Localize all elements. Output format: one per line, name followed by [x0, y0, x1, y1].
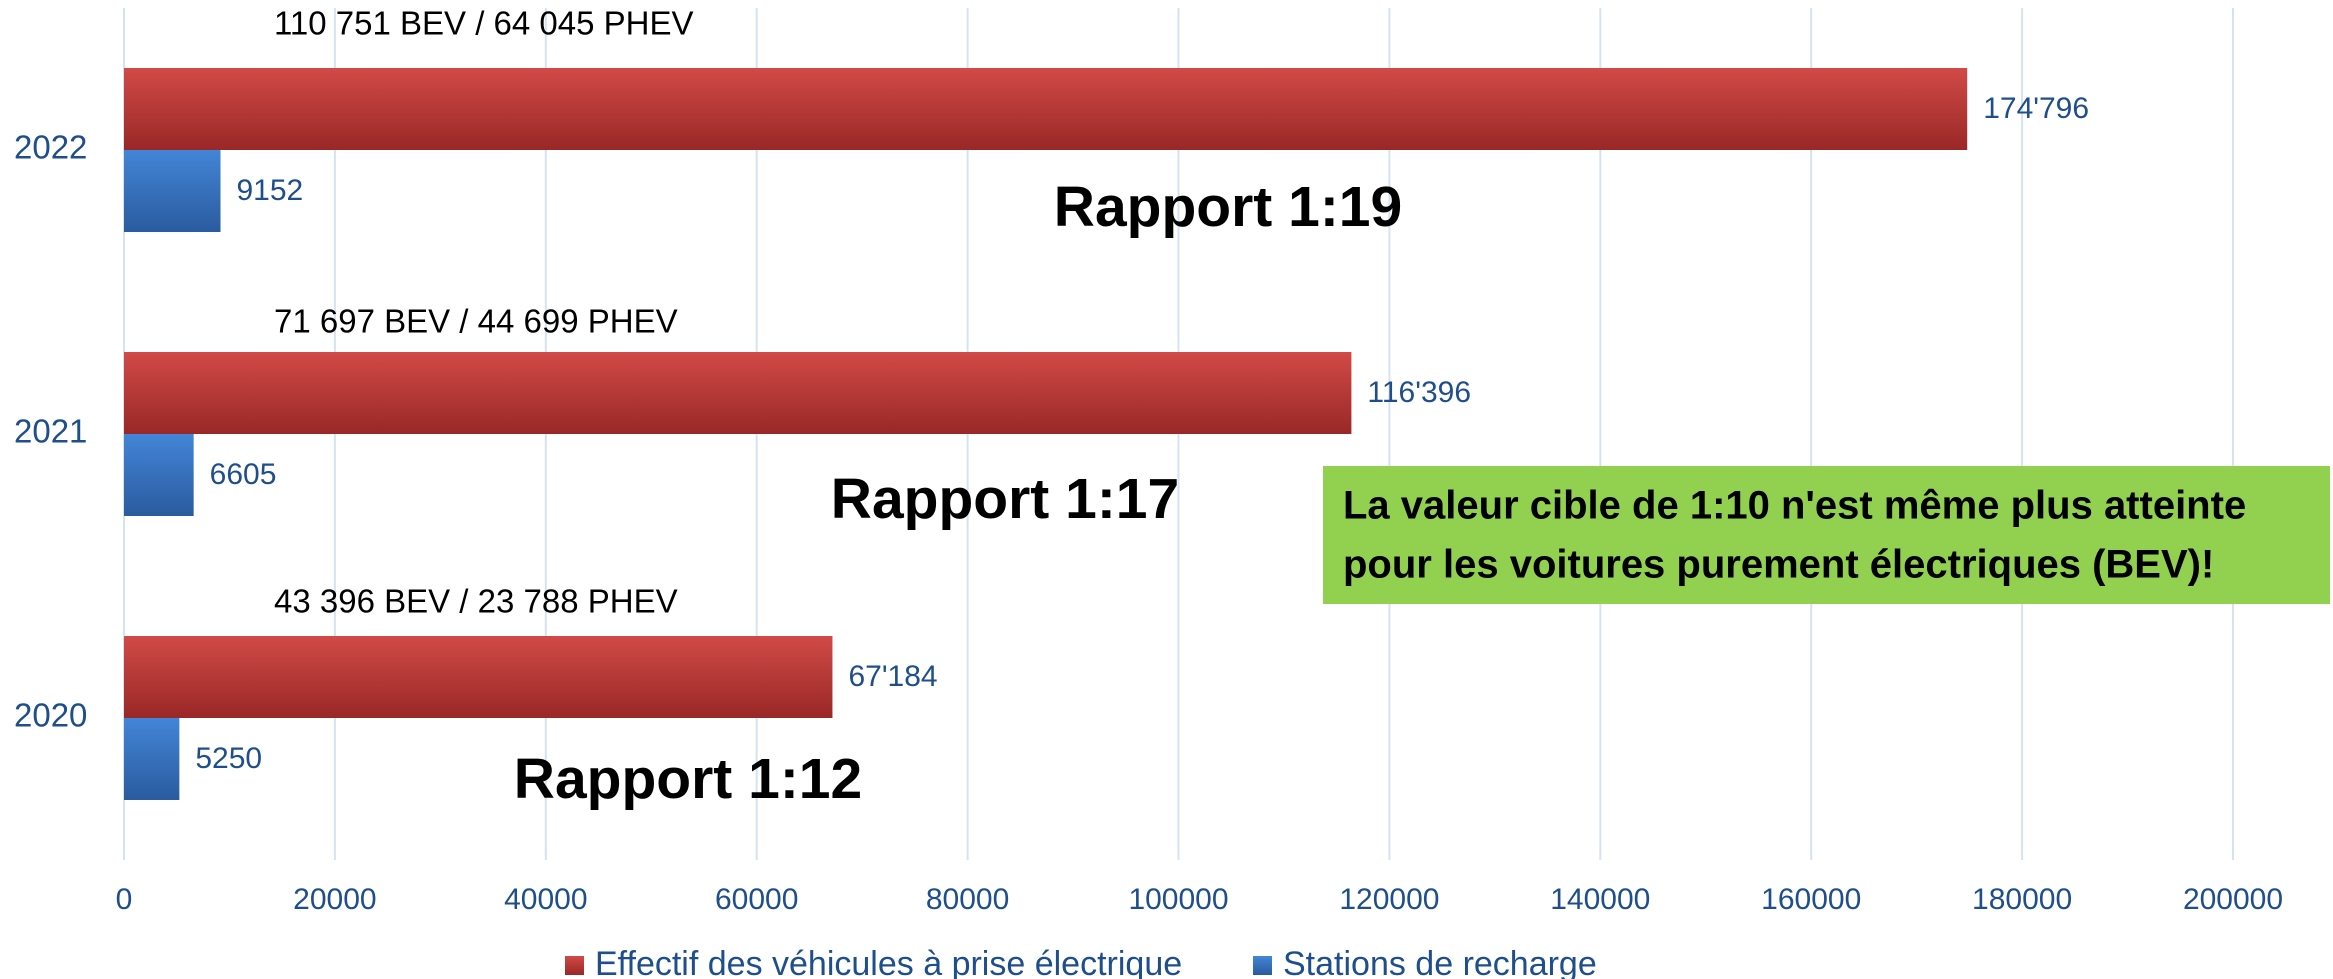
value-label: 67'184 — [848, 660, 937, 693]
y-tick-label: 2020 — [14, 697, 87, 734]
x-tick-label: 140000 — [1550, 883, 1650, 916]
x-tick-label: 160000 — [1761, 883, 1861, 916]
x-tick-label: 40000 — [504, 883, 587, 916]
x-tick-label: 100000 — [1128, 883, 1228, 916]
x-tick-label: 120000 — [1339, 883, 1439, 916]
value-label: 6605 — [210, 458, 277, 491]
x-tick-label: 80000 — [926, 883, 1009, 916]
legend-label: Effectif des véhicules à prise électriqu… — [595, 945, 1182, 979]
ratio-label: Rapport 1:12 — [514, 747, 862, 811]
x-tick-label: 0 — [116, 883, 133, 916]
annotation: 43 396 BEV / 23 788 PHEV — [274, 583, 678, 620]
callout-text: pour les voitures purement électriques (… — [1343, 543, 2214, 587]
bar — [124, 68, 1968, 150]
x-tick-label: 20000 — [293, 883, 376, 916]
legend-swatch — [565, 956, 584, 975]
annotation: 71 697 BEV / 44 699 PHEV — [274, 303, 678, 340]
bar — [124, 718, 180, 800]
value-label: 116'396 — [1367, 376, 1471, 409]
y-tick-label: 2021 — [14, 413, 87, 450]
bar — [124, 636, 833, 718]
value-label: 9152 — [237, 174, 304, 207]
legend-swatch — [1253, 956, 1272, 975]
x-tick-label: 200000 — [2183, 883, 2283, 916]
legend-label: Stations de recharge — [1283, 945, 1597, 979]
value-label: 5250 — [195, 742, 262, 775]
x-tick-label: 180000 — [1972, 883, 2072, 916]
value-label: 174'796 — [1983, 92, 2089, 125]
x-tick-label: 60000 — [715, 883, 798, 916]
callout-box — [1323, 466, 2330, 604]
bar — [124, 150, 221, 232]
callout-text: La valeur cible de 1:10 n'est même plus … — [1343, 484, 2246, 528]
bar — [124, 352, 1352, 434]
bar — [124, 434, 194, 516]
ratio-label: Rapport 1:19 — [1054, 175, 1402, 239]
annotation: 110 751 BEV / 64 045 PHEV — [274, 5, 694, 42]
y-tick-label: 2022 — [14, 129, 87, 166]
ratio-label: Rapport 1:17 — [831, 467, 1179, 531]
